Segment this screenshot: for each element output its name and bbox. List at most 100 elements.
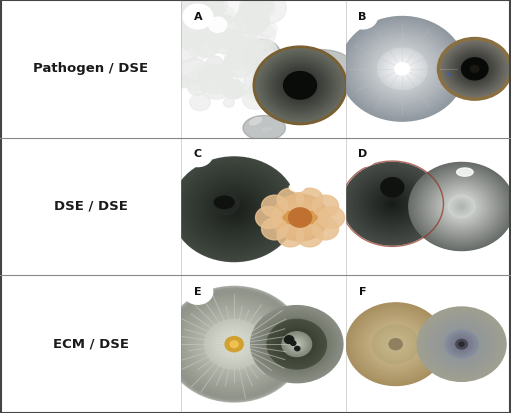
- Circle shape: [454, 200, 470, 213]
- Circle shape: [269, 59, 331, 112]
- Circle shape: [270, 322, 323, 366]
- Circle shape: [204, 0, 242, 28]
- Circle shape: [465, 60, 485, 77]
- Text: ECM / DSE: ECM / DSE: [53, 338, 129, 351]
- Circle shape: [452, 50, 497, 88]
- Circle shape: [263, 316, 330, 372]
- Circle shape: [429, 317, 494, 371]
- Circle shape: [380, 331, 412, 358]
- Circle shape: [294, 342, 299, 346]
- Circle shape: [348, 142, 378, 166]
- Circle shape: [213, 192, 256, 227]
- Circle shape: [361, 315, 430, 373]
- Circle shape: [287, 206, 313, 228]
- Circle shape: [246, 18, 268, 36]
- Circle shape: [369, 184, 416, 223]
- Circle shape: [461, 206, 462, 207]
- Circle shape: [207, 321, 262, 367]
- Circle shape: [272, 194, 328, 241]
- Circle shape: [215, 194, 253, 225]
- Circle shape: [181, 165, 287, 253]
- Circle shape: [354, 28, 451, 109]
- Circle shape: [349, 305, 443, 383]
- Circle shape: [442, 328, 481, 361]
- Circle shape: [290, 339, 304, 350]
- Circle shape: [438, 325, 485, 364]
- Circle shape: [447, 194, 476, 219]
- Circle shape: [240, 63, 271, 89]
- Circle shape: [286, 335, 308, 353]
- Circle shape: [410, 163, 511, 250]
- Circle shape: [401, 67, 404, 70]
- Circle shape: [292, 340, 302, 349]
- Circle shape: [240, 17, 277, 49]
- Circle shape: [220, 332, 248, 356]
- Circle shape: [393, 342, 398, 346]
- Circle shape: [454, 51, 496, 86]
- Circle shape: [266, 318, 328, 370]
- Circle shape: [208, 323, 260, 366]
- Circle shape: [436, 323, 487, 366]
- Circle shape: [281, 331, 313, 358]
- Circle shape: [296, 225, 323, 247]
- Circle shape: [353, 308, 439, 380]
- Circle shape: [421, 172, 503, 241]
- Circle shape: [287, 75, 313, 96]
- Circle shape: [280, 330, 314, 358]
- Circle shape: [446, 331, 477, 357]
- Circle shape: [459, 56, 490, 82]
- Circle shape: [379, 50, 425, 88]
- Circle shape: [170, 38, 202, 65]
- Circle shape: [437, 186, 486, 227]
- Circle shape: [464, 60, 485, 78]
- Circle shape: [393, 342, 398, 346]
- Circle shape: [222, 334, 246, 354]
- Circle shape: [367, 40, 437, 98]
- Circle shape: [382, 333, 409, 356]
- Circle shape: [347, 23, 457, 115]
- Circle shape: [283, 332, 311, 356]
- Circle shape: [290, 338, 304, 350]
- Ellipse shape: [228, 110, 289, 150]
- Text: B: B: [359, 12, 367, 21]
- Circle shape: [450, 197, 473, 216]
- Circle shape: [351, 26, 454, 112]
- Circle shape: [440, 189, 483, 224]
- Circle shape: [226, 337, 242, 351]
- Circle shape: [182, 87, 212, 111]
- Circle shape: [381, 332, 410, 356]
- Circle shape: [340, 17, 465, 121]
- Circle shape: [442, 42, 507, 96]
- Circle shape: [389, 339, 402, 350]
- Circle shape: [393, 61, 411, 76]
- Circle shape: [195, 177, 273, 242]
- Circle shape: [454, 338, 469, 350]
- Circle shape: [228, 204, 240, 214]
- Circle shape: [358, 175, 427, 233]
- Circle shape: [218, 196, 250, 223]
- Circle shape: [184, 167, 284, 251]
- Circle shape: [192, 174, 277, 245]
- Circle shape: [395, 63, 410, 75]
- Circle shape: [214, 328, 254, 361]
- Circle shape: [395, 63, 410, 75]
- Circle shape: [283, 332, 311, 356]
- Circle shape: [219, 197, 249, 222]
- Circle shape: [214, 29, 242, 52]
- Circle shape: [170, 291, 298, 398]
- Circle shape: [191, 308, 277, 380]
- Circle shape: [284, 71, 316, 99]
- Circle shape: [387, 56, 417, 81]
- Circle shape: [348, 4, 378, 29]
- Circle shape: [427, 178, 496, 235]
- Circle shape: [377, 48, 427, 90]
- Circle shape: [206, 321, 262, 367]
- Circle shape: [225, 337, 243, 351]
- Circle shape: [272, 323, 322, 365]
- Circle shape: [225, 336, 244, 352]
- Circle shape: [277, 198, 323, 237]
- Circle shape: [219, 62, 258, 94]
- Circle shape: [177, 88, 193, 101]
- Circle shape: [428, 316, 495, 372]
- Circle shape: [448, 46, 502, 92]
